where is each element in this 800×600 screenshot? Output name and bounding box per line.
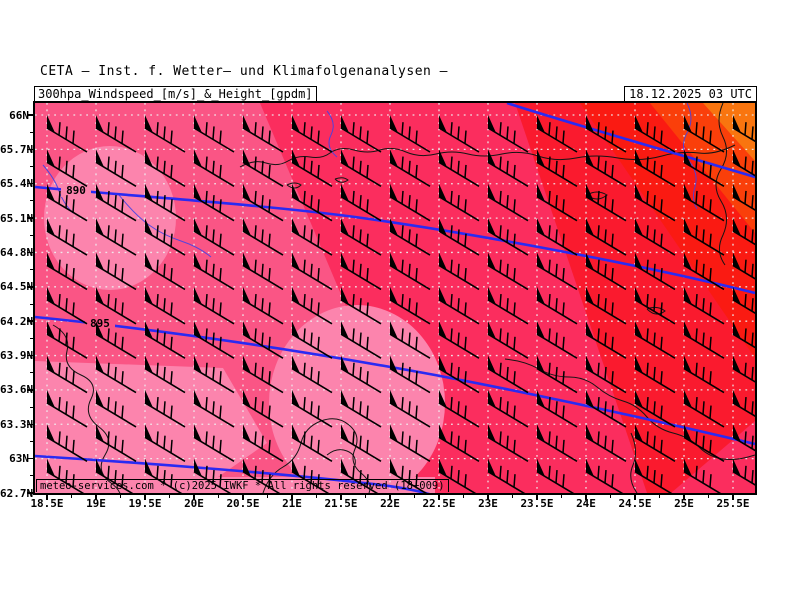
copyright-credit: meteo-services.com * (c)2025 IWKF * All … [36,479,449,492]
map-panel: 890 895 meteo-services.com * (c)2025 IWKF… [33,101,757,495]
lon-major-tick [291,495,293,500]
lon-minor-tick [218,495,219,498]
lon-minor-tick [610,495,611,498]
lat-axis-label: 66N [9,108,29,122]
lon-major-tick [242,495,244,500]
lon-major-tick [683,495,685,500]
parameter-label: 300hpa_Windspeed_[m/s]_&_Height_[gpdm] [34,86,317,102]
lon-major-tick [193,495,195,500]
lat-axis-label: 65.4N [0,177,34,191]
lat-major-tick [27,354,33,357]
lon-axis-label: 22E [380,497,400,510]
lat-axis-label: 64.2N [0,314,34,328]
lat-minor-tick [30,440,33,442]
lon-minor-tick [365,495,366,498]
lat-major-tick [27,320,33,322]
lat-major-tick [27,182,33,185]
lon-axis-label: 23E [478,497,498,510]
lon-axis-label: 18.5E [30,497,64,510]
lon-major-tick [340,495,342,500]
lon-major-tick [732,495,734,500]
lat-major-tick [27,457,33,460]
lon-major-tick [46,495,48,500]
lat-minor-tick [30,406,33,408]
contour-label: 895 [85,317,115,330]
lat-minor-tick [30,166,33,168]
svg-text:890: 890 [66,184,86,197]
lat-axis-label: 63N [9,452,29,466]
svg-text:895: 895 [90,317,110,330]
lon-minor-tick [169,495,170,498]
lat-minor-tick [30,303,33,305]
lat-axis-label: 64.5N [0,280,34,294]
lon-minor-tick [708,495,709,498]
map-canvas: 890 895 [35,103,755,493]
lat-minor-tick [30,200,33,202]
lon-axis-label: 21E [282,497,302,510]
coastlines [52,103,755,493]
lat-major-tick [27,148,33,151]
lat-minor-tick [30,475,33,477]
lat-major-tick [27,389,33,391]
lon-axis-label: 25E [674,497,694,510]
lon-major-tick [438,495,440,500]
lat-axis-label: 63.6N [0,383,34,397]
lat-axis-label: 63.3N [0,417,34,431]
contour-label: 890 [61,184,91,197]
lat-major-tick [27,251,33,254]
lon-major-tick [487,495,489,500]
lon-axis-label: 22.5E [422,497,456,510]
lat-minor-tick [30,234,33,236]
lon-minor-tick [512,495,513,498]
lon-minor-tick [414,495,415,498]
lon-axis-label: 24E [576,497,596,510]
lat-minor-tick [30,337,33,339]
lon-major-tick [389,495,391,500]
lon-axis-label: 23.5E [520,497,554,510]
lat-axis-label: 63.9N [0,349,34,363]
lon-minor-tick [561,495,562,498]
lon-minor-tick [120,495,121,498]
lon-major-tick [634,495,636,500]
lat-major-tick [27,423,33,426]
lon-axis-label: 21.5E [324,497,358,510]
lon-major-tick [585,495,587,500]
lon-major-tick [95,495,97,500]
lon-major-tick [536,495,538,500]
lon-axis-label: 19E [86,497,106,510]
lon-minor-tick [267,495,268,498]
lon-minor-tick [463,495,464,498]
lon-minor-tick [71,495,72,498]
lat-major-tick [27,492,33,494]
lat-major-tick [27,114,33,116]
lon-axis-label: 25.5E [716,497,750,510]
lat-axis-label: 65.7N [0,142,34,156]
lon-axis-label: 20E [184,497,204,510]
lat-major-tick [27,286,33,288]
lat-axis-label: 65.1N [0,211,34,225]
graticule [35,103,755,493]
lon-major-tick [144,495,146,500]
lon-axis-label: 24.5E [618,497,652,510]
lon-minor-tick [659,495,660,498]
page-title: CETA – Inst. f. Wetter– und Klimafolgena… [40,64,449,79]
lat-axis-label: 64.8N [0,245,34,259]
lat-minor-tick [30,131,33,133]
lon-axis-label: 19.5E [128,497,162,510]
valid-datetime: 18.12.2025 03 UTC [624,86,757,102]
lat-minor-tick [30,372,33,374]
lat-minor-tick [30,269,33,271]
lat-major-tick [27,217,33,219]
lon-minor-tick [316,495,317,498]
lon-axis-label: 20.5E [226,497,260,510]
lat-axis-label: 62.7N [0,486,34,500]
